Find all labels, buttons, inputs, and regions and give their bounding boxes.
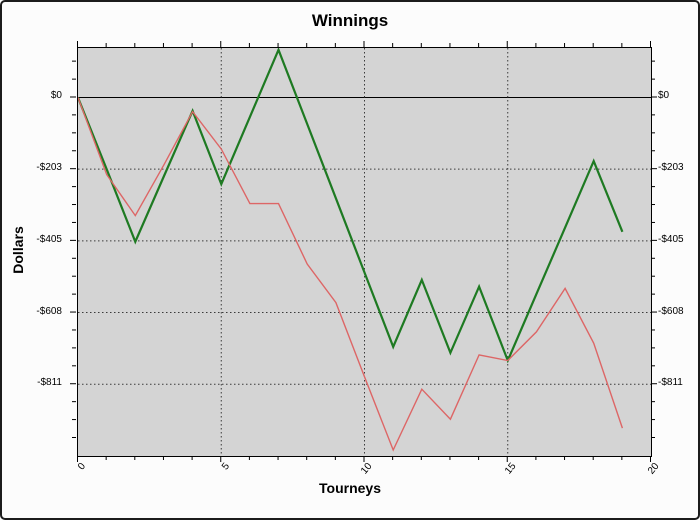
y-axis-tick-label-left: $0 [50,90,62,102]
chart-canvas [78,48,651,456]
y-axis-tick-label-left: -$608 [36,305,62,317]
x-axis-title: Tourneys [319,480,381,496]
x-axis-tick-label: 15 [502,461,519,477]
y-axis-tick-label-right: -$608 [658,305,684,317]
y-axis-tick-label-left: -$203 [36,162,62,174]
y-axis-tick-label-right: -$405 [658,233,684,245]
plot-area [77,47,652,457]
chart-title: Winnings [311,11,389,30]
x-axis-tick-label: 10 [359,461,375,477]
y-axis-tick-label-right: -$203 [658,162,684,174]
x-axis-tick-label: 5 [219,461,232,473]
y-axis-title: Dollars [10,226,26,274]
y-axis-tick-label-right: $0 [658,90,670,102]
series-line-winnings-green [78,48,624,364]
x-axis-tick-label: 20 [645,461,662,477]
x-axis-tick-label: 0 [76,461,89,473]
y-axis-tick-label-right: -$811 [658,377,683,389]
series-line-winnings-red [78,97,624,452]
y-axis-tick-label-left: -$405 [36,233,62,245]
y-axis-tick-label-left: -$811 [37,377,62,389]
